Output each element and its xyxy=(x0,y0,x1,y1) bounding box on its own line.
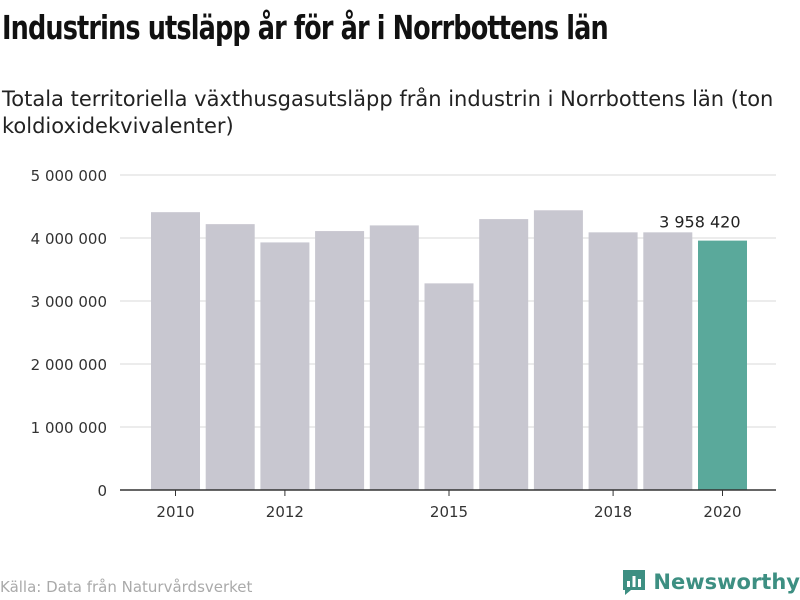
bar xyxy=(205,224,255,490)
bar xyxy=(315,231,365,490)
bar xyxy=(369,225,419,490)
x-tick-label: 2010 xyxy=(156,503,194,521)
x-tick-label: 2015 xyxy=(430,503,468,521)
bar xyxy=(479,219,529,490)
bar xyxy=(260,242,310,490)
bar xyxy=(698,240,747,490)
bar xyxy=(588,232,638,490)
bar xyxy=(643,232,693,490)
chart-title: Industrins utsläpp år för år i Norrbotte… xyxy=(2,8,609,47)
bar xyxy=(424,283,474,490)
bar xyxy=(151,212,200,491)
x-tick-label: 2018 xyxy=(594,503,632,521)
chart-subtitle: Totala territoriella växthusgasutsläpp f… xyxy=(2,87,774,138)
brand-name: Newsworthy xyxy=(653,570,800,594)
bar xyxy=(533,210,583,490)
data-labels: 3 958 420 xyxy=(659,213,740,232)
y-tick-label: 3 000 000 xyxy=(31,293,107,311)
y-tick-label: 2 000 000 xyxy=(31,356,107,374)
x-tick-label: 2012 xyxy=(266,503,304,521)
y-tick-label: 5 000 000 xyxy=(31,167,107,185)
y-axis-ticks: 0 1 000 000 2 000 000 3 000 000 4 000 000 5 0… xyxy=(31,167,107,500)
y-tick-label: 0 xyxy=(97,482,107,500)
brand-logo: Newsworthy xyxy=(621,568,800,596)
x-tick-label: 2020 xyxy=(703,503,741,521)
bars xyxy=(151,210,747,491)
y-tick-label: 1 000 000 xyxy=(31,419,107,437)
source-note: Källa: Data från Naturvårdsverket xyxy=(0,578,253,596)
data-label: 3 958 420 xyxy=(659,213,740,232)
bar-chart-speech-icon xyxy=(623,570,646,595)
x-axis-ticks: 2010 2012 2015 2018 2020 xyxy=(156,490,742,521)
bar-chart: 0 1 000 000 2 000 000 3 000 000 4 000 000 5 0… xyxy=(31,167,776,521)
y-tick-label: 4 000 000 xyxy=(31,230,107,248)
